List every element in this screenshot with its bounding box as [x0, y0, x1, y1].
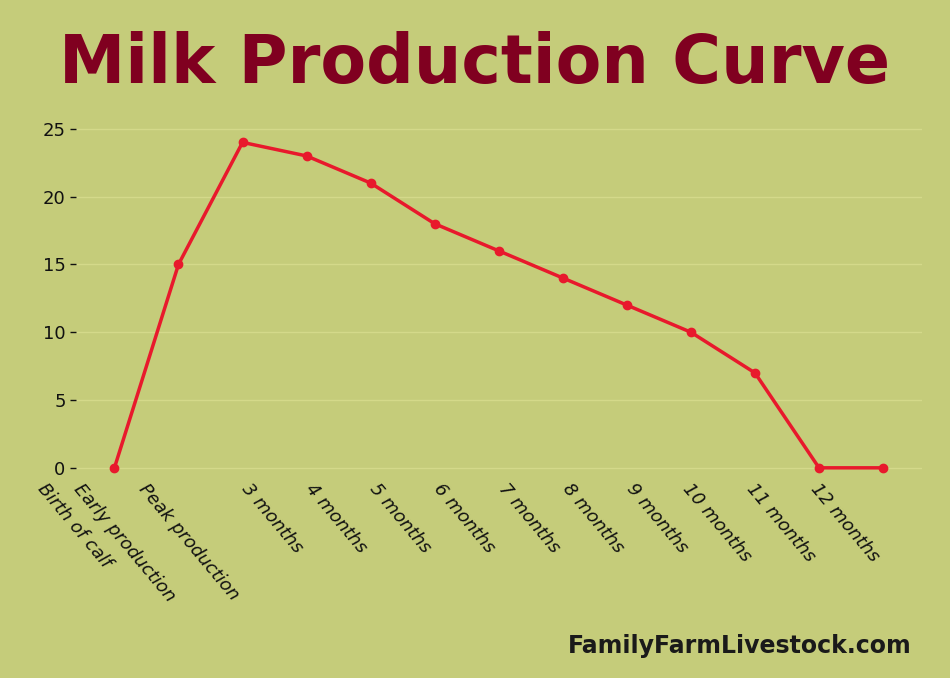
Text: Milk Production Curve: Milk Production Curve [60, 31, 890, 96]
Text: FamilyFarmLivestock.com: FamilyFarmLivestock.com [568, 634, 912, 658]
